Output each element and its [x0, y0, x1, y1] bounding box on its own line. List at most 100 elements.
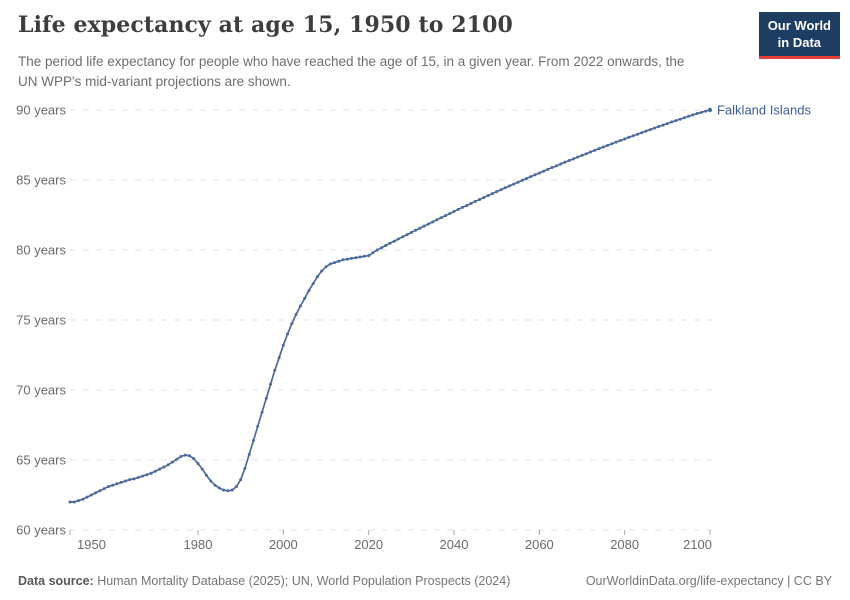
data-point: [175, 457, 179, 461]
data-point: [593, 148, 597, 152]
x-axis-tick-label: 2060: [525, 537, 554, 552]
data-point: [145, 473, 149, 477]
data-point: [384, 244, 388, 247]
data-point: [239, 478, 243, 482]
data-point: [294, 312, 298, 316]
y-axis-tick-label: 65 years: [16, 453, 66, 468]
data-point: [362, 254, 366, 258]
data-point: [401, 235, 405, 239]
data-point: [516, 180, 520, 184]
data-point: [68, 500, 72, 504]
data-point: [661, 123, 665, 127]
footer-source: Data source: Human Mortality Database (2…: [18, 574, 510, 588]
data-point: [371, 251, 375, 255]
data-point: [623, 137, 627, 141]
data-point: [119, 480, 123, 484]
chart-subtitle: The period life expectancy for people wh…: [18, 54, 685, 90]
data-point: [422, 224, 426, 228]
data-point: [665, 122, 669, 126]
data-point: [345, 257, 349, 261]
data-point: [141, 474, 144, 478]
data-point: [367, 254, 371, 258]
data-point: [298, 304, 302, 308]
data-point: [354, 256, 358, 260]
data-point: [217, 486, 221, 490]
series-end-label[interactable]: Falkland Islands: [717, 103, 811, 118]
data-point: [77, 499, 80, 503]
data-point: [525, 177, 528, 180]
data-point: [72, 500, 76, 504]
data-point: [341, 258, 345, 262]
data-point: [431, 220, 435, 224]
data-point: [695, 112, 699, 115]
data-point: [277, 356, 281, 360]
data-point: [333, 261, 336, 265]
data-point: [375, 248, 379, 252]
x-axis-tick-label: 2020: [354, 537, 383, 552]
footer-source-label: Data source:: [18, 574, 94, 588]
series-line[interactable]: [70, 109, 711, 503]
data-point: [213, 483, 217, 487]
data-point: [648, 128, 652, 132]
data-point: [316, 275, 319, 279]
data-point: [136, 476, 140, 479]
data-point: [572, 157, 575, 161]
data-point: [166, 463, 170, 467]
series-end-marker: [707, 107, 713, 113]
data-point: [627, 135, 631, 139]
data-point: [674, 119, 678, 123]
data-point: [495, 190, 499, 194]
data-point: [256, 424, 260, 428]
data-point: [388, 241, 392, 245]
data-point: [589, 150, 592, 154]
data-point: [397, 237, 400, 241]
data-point: [350, 256, 354, 260]
data-point: [247, 452, 251, 456]
data-point: [520, 178, 524, 182]
data-point: [512, 182, 516, 186]
data-point: [307, 289, 311, 293]
chart-footer: Data source: Human Mortality Database (2…: [18, 574, 832, 588]
data-point: [132, 477, 136, 481]
data-point: [618, 139, 622, 142]
data-point: [439, 216, 443, 220]
y-axis-tick-label: 70 years: [16, 383, 66, 398]
data-point: [610, 142, 614, 146]
data-point: [128, 478, 132, 482]
data-point: [537, 171, 541, 175]
data-point: [657, 125, 661, 128]
chart-title: Life expectancy at age 15, 1950 to 2100: [18, 12, 513, 38]
data-point: [286, 332, 290, 336]
data-point: [542, 169, 546, 173]
data-point: [200, 467, 204, 471]
data-point: [106, 485, 110, 489]
data-point: [234, 485, 238, 489]
y-axis-tick-label: 75 years: [16, 313, 66, 328]
data-point: [529, 175, 533, 179]
data-point: [409, 231, 413, 234]
data-point: [499, 188, 503, 192]
data-point: [192, 457, 196, 461]
data-point: [281, 343, 285, 347]
owid-logo-line2: in Data: [777, 34, 822, 50]
data-point: [448, 212, 452, 216]
data-point: [243, 466, 247, 470]
data-point: [670, 120, 674, 124]
data-point: [153, 469, 157, 473]
data-point: [170, 460, 174, 464]
data-point: [469, 201, 473, 205]
data-point: [380, 246, 383, 250]
y-axis-tick-label: 60 years: [16, 523, 66, 538]
footer-link[interactable]: OurWorldinData.org/life-expectancy | CC …: [585, 574, 832, 588]
data-point: [89, 493, 93, 497]
data-point: [554, 164, 558, 168]
data-point: [473, 199, 477, 203]
data-point: [111, 483, 115, 487]
data-point: [328, 262, 332, 266]
x-axis-tick-label: 1980: [184, 537, 213, 552]
owid-logo[interactable]: Our World in Data: [758, 12, 840, 59]
data-point: [567, 159, 571, 162]
data-point: [188, 454, 191, 458]
owid-logo-line1: Our World: [767, 18, 831, 33]
y-axis-tick-label: 85 years: [16, 173, 66, 188]
